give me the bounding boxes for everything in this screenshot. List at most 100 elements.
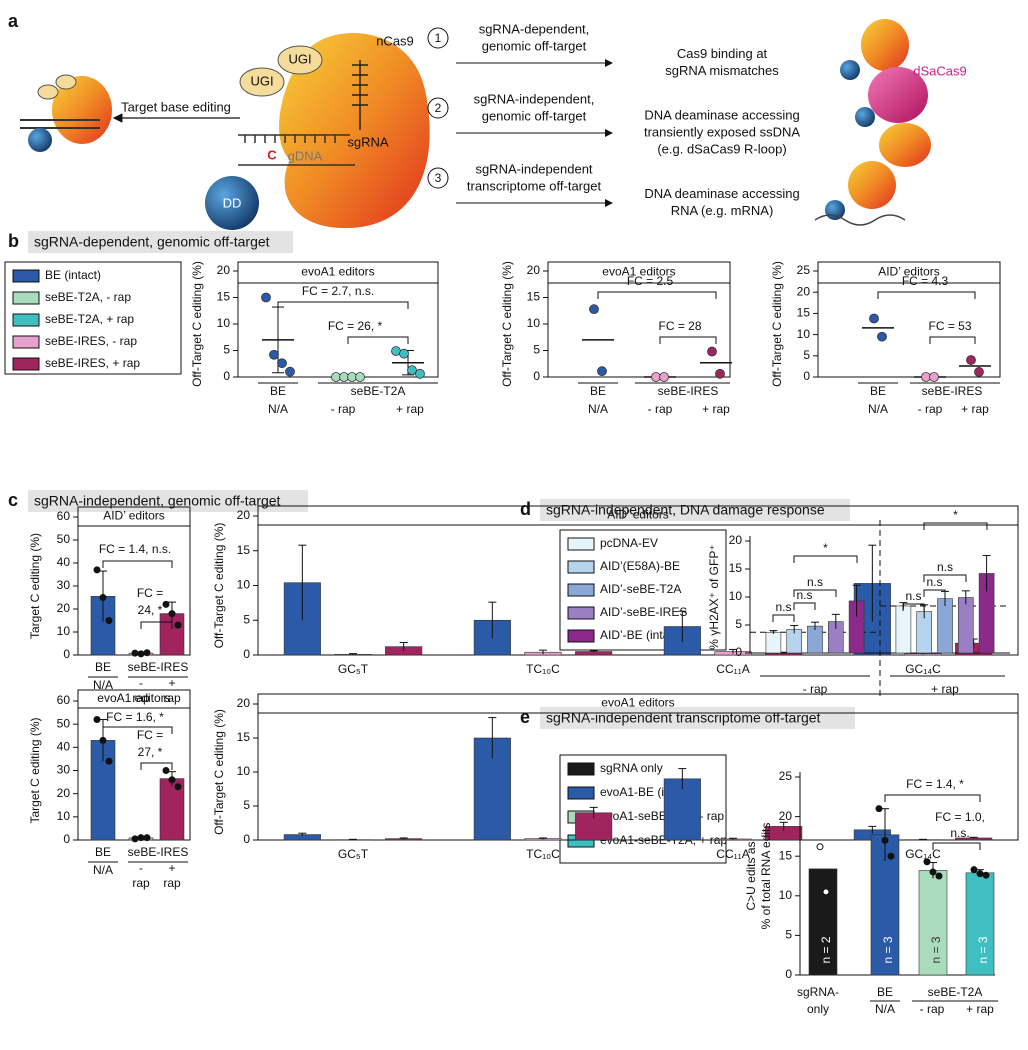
step-text: genomic off-target <box>482 108 587 123</box>
x-label: seBE-T2A <box>351 384 406 398</box>
bracket <box>140 621 173 629</box>
annotation: FC = 53 <box>928 319 971 333</box>
y-axis-label: C>U edits as <box>744 841 758 910</box>
bar <box>958 597 974 654</box>
y-tick-label: 20 <box>57 601 71 615</box>
x-tick-label: GC₅T <box>338 847 369 861</box>
step-result: RNA (e.g. mRNA) <box>671 203 774 218</box>
x-tick-label: TC₁₀C <box>526 662 560 676</box>
y-tick-label: 60 <box>57 693 71 707</box>
y-axis-label: % of total RNA edits <box>759 823 773 930</box>
diagram-label: sgRNA <box>347 134 389 149</box>
legend-swatch <box>567 537 595 551</box>
section-title: sgRNA-dependent, genomic off-target <box>34 234 270 250</box>
legend-swatch <box>12 357 40 371</box>
panel-label: e <box>520 707 530 727</box>
y-axis-label: Off-Target C editing (%) <box>212 709 226 835</box>
chart-title: evoA1 editors <box>97 691 170 705</box>
y-tick-label: 10 <box>797 327 811 341</box>
data-point <box>869 313 879 324</box>
data-point <box>982 871 990 879</box>
bar <box>765 631 782 654</box>
ugi-shape <box>55 74 77 90</box>
x-label: + rap <box>961 402 989 416</box>
chart-title: AID’ editors <box>607 508 669 522</box>
bracket <box>597 291 717 299</box>
data-point <box>399 348 409 359</box>
x-label: rap <box>132 876 150 890</box>
bar <box>808 868 838 976</box>
y-tick-label: 10 <box>57 624 71 638</box>
y-tick-label: 0 <box>223 369 230 383</box>
data-point <box>974 367 984 377</box>
section-title: sgRNA-independent, genomic off-target <box>34 493 281 509</box>
step-circle <box>427 27 449 49</box>
ncas9-shape <box>279 32 430 229</box>
x-label: N/A <box>93 863 113 877</box>
data-point <box>131 649 139 657</box>
y-axis-label: Off-Target C editing (%) <box>212 523 226 649</box>
bracket <box>929 336 976 344</box>
annotation: * <box>953 508 958 522</box>
legend-label: seBE-T2A, - rap <box>45 290 131 304</box>
x-label: BE <box>95 845 111 859</box>
data-point <box>881 836 889 844</box>
y-tick-label: 5 <box>243 798 250 812</box>
bracket <box>877 291 976 299</box>
legend-swatch <box>12 291 40 305</box>
annotation: FC = 1.0, <box>935 810 985 824</box>
data-point <box>261 292 271 303</box>
y-tick-label: 0 <box>803 369 810 383</box>
legend-swatch <box>567 606 595 620</box>
data-point <box>966 355 976 365</box>
annotation: 24, * <box>138 603 163 617</box>
data-point <box>285 366 295 377</box>
data-point <box>162 600 170 608</box>
legend-label: AID’-seBE-T2A <box>600 582 681 596</box>
x-label: - <box>139 861 143 875</box>
data-point <box>407 365 417 376</box>
x-tick-label: + rap <box>931 682 959 696</box>
bracket <box>884 794 981 802</box>
y-tick-label: 5 <box>735 617 742 631</box>
annotation: n.s <box>937 560 953 574</box>
chart-title: evoA1 editors <box>601 696 674 710</box>
data-point <box>143 649 151 657</box>
panel-label: b <box>8 231 19 251</box>
data-point <box>415 368 425 379</box>
data-point <box>929 372 939 382</box>
annotation: n.s <box>905 589 921 603</box>
x-label: BE <box>870 384 886 398</box>
legend-label: seBE-T2A, + rap <box>45 312 134 326</box>
legend-label: seBE-IRES, - rap <box>45 334 137 348</box>
n-label: n = 3 <box>976 936 990 963</box>
data-point <box>707 346 717 357</box>
x-tick-label: GC₁₄C <box>905 847 941 861</box>
x-tick-label: GC₅T <box>338 662 369 676</box>
chart-title: AID’ editors <box>103 509 165 523</box>
diagram-label: nCas9 <box>376 33 414 48</box>
chart-title: evoA1 editors <box>301 265 374 279</box>
x-label: seBE-IRES <box>658 384 719 398</box>
dd-shape <box>28 128 52 152</box>
annotation: * <box>823 541 828 555</box>
data-point <box>105 617 113 624</box>
dsacas9-shape <box>868 67 928 123</box>
y-tick-label: 0 <box>785 967 792 981</box>
x-label: + <box>168 861 175 875</box>
sgrna-shape <box>352 60 368 130</box>
legend-swatch <box>12 269 40 283</box>
annotation: 27, * <box>138 745 163 759</box>
diagram-label: Target base editing <box>121 99 231 114</box>
dd-shape <box>825 200 845 220</box>
annotation: n.s <box>775 600 791 614</box>
annotation: FC = 1.4, * <box>906 777 964 791</box>
y-tick-label: 50 <box>57 532 71 546</box>
y-tick-label: 20 <box>237 508 251 522</box>
x-label: N/A <box>868 402 888 416</box>
annotation: FC = 1.4, n.s. <box>99 542 171 556</box>
y-tick-label: 20 <box>237 696 251 710</box>
y-tick-label: 5 <box>803 348 810 362</box>
x-label: BE <box>270 384 286 398</box>
x-label: N/A <box>875 1002 895 1016</box>
